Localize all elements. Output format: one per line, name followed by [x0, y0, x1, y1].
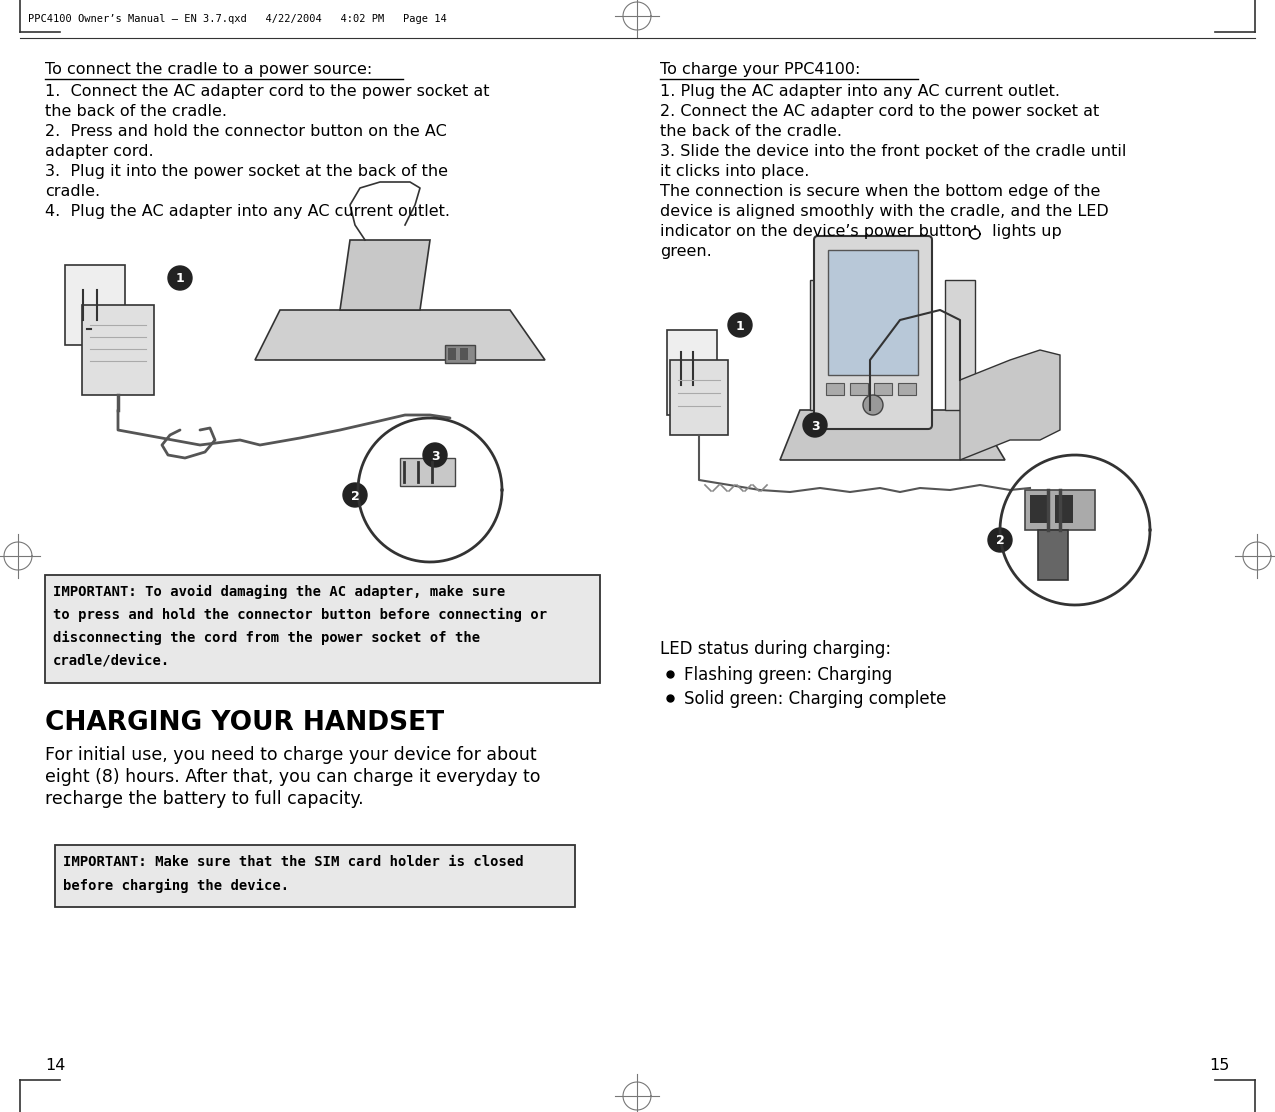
Text: 15: 15	[1210, 1058, 1230, 1073]
Circle shape	[423, 443, 448, 467]
Text: green.: green.	[660, 244, 711, 259]
Text: 2.  Press and hold the connector button on the AC: 2. Press and hold the connector button o…	[45, 125, 446, 139]
Polygon shape	[780, 410, 1005, 460]
Text: cradle.: cradle.	[45, 183, 101, 199]
Circle shape	[168, 266, 193, 290]
Text: CHARGING YOUR HANDSET: CHARGING YOUR HANDSET	[45, 709, 444, 736]
Text: 1: 1	[736, 319, 745, 332]
Text: adapter cord.: adapter cord.	[45, 143, 153, 159]
Text: indicator on the device’s power button    lights up: indicator on the device’s power button l…	[660, 224, 1062, 239]
Bar	[460, 348, 468, 360]
Bar	[850, 383, 868, 395]
Text: To charge your PPC4100:: To charge your PPC4100:	[660, 62, 861, 77]
Text: 3: 3	[431, 449, 440, 463]
Bar	[827, 250, 918, 375]
Text: to press and hold the connector button before connecting or: to press and hold the connector button b…	[54, 608, 547, 622]
Text: 2: 2	[996, 535, 1005, 547]
Text: 14: 14	[45, 1058, 65, 1073]
Bar	[55, 845, 575, 907]
Text: 1: 1	[176, 272, 185, 286]
Bar	[65, 265, 125, 345]
Text: 4.  Plug the AC adapter into any AC current outlet.: 4. Plug the AC adapter into any AC curre…	[45, 203, 450, 219]
Text: 2. Connect the AC adapter cord to the power socket at: 2. Connect the AC adapter cord to the po…	[660, 105, 1099, 119]
Text: cradle/device.: cradle/device.	[54, 654, 171, 668]
Text: eight (8) hours. After that, you can charge it everyday to: eight (8) hours. After that, you can cha…	[45, 768, 541, 786]
Text: 2: 2	[351, 489, 360, 503]
Text: the back of the cradle.: the back of the cradle.	[45, 105, 227, 119]
Bar	[669, 360, 728, 435]
Text: it clicks into place.: it clicks into place.	[660, 163, 810, 179]
Polygon shape	[945, 280, 975, 410]
Bar	[445, 345, 476, 363]
Text: PPC4100 Owner’s Manual – EN 3.7.qxd   4/22/2004   4:02 PM   Page 14: PPC4100 Owner’s Manual – EN 3.7.qxd 4/22…	[28, 14, 446, 24]
Bar	[898, 383, 915, 395]
Text: To connect the cradle to a power source:: To connect the cradle to a power source:	[45, 62, 372, 77]
Polygon shape	[960, 350, 1060, 460]
Text: disconnecting the cord from the power socket of the: disconnecting the cord from the power so…	[54, 631, 481, 645]
Circle shape	[988, 528, 1012, 552]
Circle shape	[803, 413, 827, 437]
Text: LED status during charging:: LED status during charging:	[660, 641, 891, 658]
Circle shape	[863, 395, 884, 415]
Bar	[82, 305, 154, 395]
Polygon shape	[810, 280, 830, 410]
Text: 3: 3	[811, 419, 820, 433]
Bar	[1038, 530, 1068, 580]
Text: IMPORTANT: Make sure that the SIM card holder is closed: IMPORTANT: Make sure that the SIM card h…	[62, 855, 524, 868]
Text: For initial use, you need to charge your device for about: For initial use, you need to charge your…	[45, 746, 537, 764]
Circle shape	[343, 483, 367, 507]
Text: recharge the battery to full capacity.: recharge the battery to full capacity.	[45, 790, 363, 808]
Text: 1.  Connect the AC adapter cord to the power socket at: 1. Connect the AC adapter cord to the po…	[45, 85, 490, 99]
Text: device is aligned smoothly with the cradle, and the LED: device is aligned smoothly with the crad…	[660, 203, 1109, 219]
Bar	[1054, 495, 1074, 523]
Polygon shape	[255, 310, 544, 360]
Text: Flashing green: Charging: Flashing green: Charging	[683, 666, 892, 684]
Bar	[400, 458, 455, 486]
Text: 3.  Plug it into the power socket at the back of the: 3. Plug it into the power socket at the …	[45, 163, 448, 179]
Text: 1. Plug the AC adapter into any AC current outlet.: 1. Plug the AC adapter into any AC curre…	[660, 85, 1060, 99]
Text: Solid green: Charging complete: Solid green: Charging complete	[683, 691, 946, 708]
Text: 3. Slide the device into the front pocket of the cradle until: 3. Slide the device into the front pocke…	[660, 143, 1126, 159]
Circle shape	[728, 312, 752, 337]
Bar	[1030, 495, 1048, 523]
Text: before charging the device.: before charging the device.	[62, 878, 289, 893]
Bar	[448, 348, 456, 360]
Text: The connection is secure when the bottom edge of the: The connection is secure when the bottom…	[660, 183, 1100, 199]
Bar	[45, 575, 601, 683]
Polygon shape	[340, 240, 430, 310]
Bar	[1025, 490, 1095, 530]
Text: the back of the cradle.: the back of the cradle.	[660, 125, 842, 139]
Bar	[873, 383, 892, 395]
Bar	[826, 383, 844, 395]
Text: IMPORTANT: To avoid damaging the AC adapter, make sure: IMPORTANT: To avoid damaging the AC adap…	[54, 585, 505, 599]
Bar	[667, 330, 717, 415]
FancyBboxPatch shape	[813, 236, 932, 429]
